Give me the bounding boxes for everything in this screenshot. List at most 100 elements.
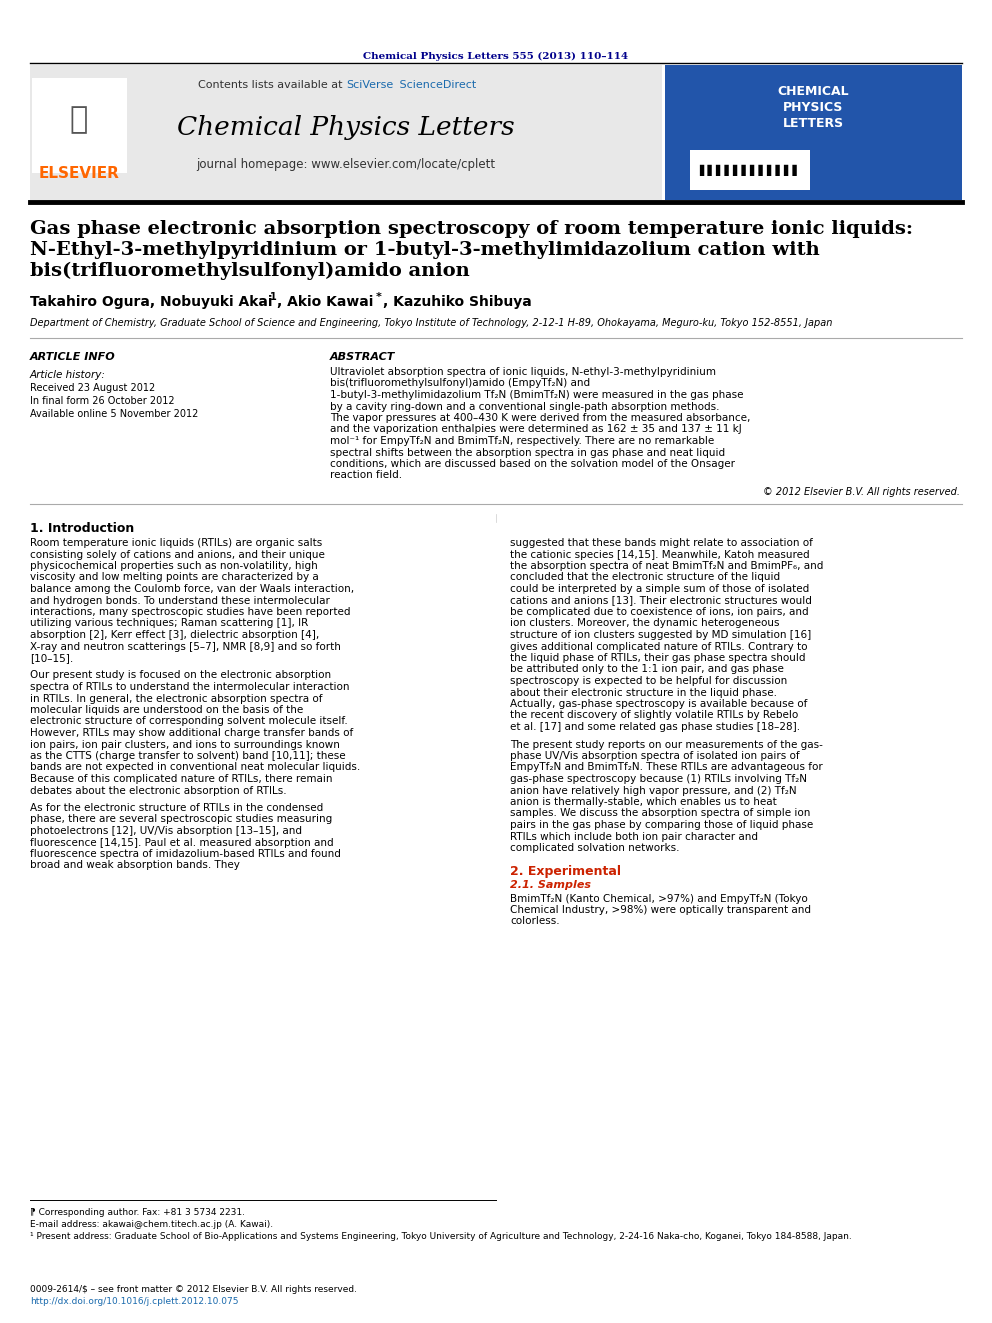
Text: electronic structure of corresponding solvent molecule itself.: electronic structure of corresponding so… [30,717,348,726]
Text: pairs in the gas phase by comparing those of liquid phase: pairs in the gas phase by comparing thos… [510,820,813,830]
Text: mol⁻¹ for EmpyTf₂N and BmimTf₂N, respectively. There are no remarkable: mol⁻¹ for EmpyTf₂N and BmimTf₂N, respect… [330,437,714,446]
Text: spectra of RTILs to understand the intermolecular interaction: spectra of RTILs to understand the inter… [30,681,349,692]
Text: Chemical Physics Letters: Chemical Physics Letters [178,115,515,140]
Text: N-Ethyl-3-methylpyridinium or 1-butyl-3-methylimidazolium cation with: N-Ethyl-3-methylpyridinium or 1-butyl-3-… [30,241,819,259]
Text: phase UV/Vis absorption spectra of isolated ion pairs of: phase UV/Vis absorption spectra of isola… [510,751,800,761]
Text: molecular liquids are understood on the basis of the: molecular liquids are understood on the … [30,705,304,714]
Text: utilizing various techniques; Raman scattering [1], IR: utilizing various techniques; Raman scat… [30,618,309,628]
Text: phase, there are several spectroscopic studies measuring: phase, there are several spectroscopic s… [30,815,332,824]
Text: journal homepage: www.elsevier.com/locate/cplett: journal homepage: www.elsevier.com/locat… [196,157,496,171]
Text: ScienceDirect: ScienceDirect [396,79,476,90]
Text: SciVerse: SciVerse [346,79,393,90]
Text: ABSTRACT: ABSTRACT [330,352,396,363]
Text: balance among the Coulomb force, van der Waals interaction,: balance among the Coulomb force, van der… [30,583,354,594]
Text: ¹ Present address: Graduate School of Bio-Applications and Systems Engineering, : ¹ Present address: Graduate School of Bi… [30,1232,852,1241]
Text: Room temperature ionic liquids (RTILs) are organic salts: Room temperature ionic liquids (RTILs) a… [30,538,322,548]
Text: and the vaporization enthalpies were determined as 162 ± 35 and 137 ± 11 kJ: and the vaporization enthalpies were det… [330,425,742,434]
Text: bis(trifluoromethylsulfonyl)amido (EmpyTf₂N) and: bis(trifluoromethylsulfonyl)amido (EmpyT… [330,378,590,389]
Text: Department of Chemistry, Graduate School of Science and Engineering, Tokyo Insti: Department of Chemistry, Graduate School… [30,318,832,328]
Text: Chemical Industry, >98%) were optically transparent and: Chemical Industry, >98%) were optically … [510,905,811,916]
Text: and hydrogen bonds. To understand these intermolecular: and hydrogen bonds. To understand these … [30,595,330,606]
Text: 1-butyl-3-methylimidazolium Tf₂N (BmimTf₂N) were measured in the gas phase: 1-butyl-3-methylimidazolium Tf₂N (BmimTf… [330,390,743,400]
Text: BmimTf₂N (Kanto Chemical, >97%) and EmpyTf₂N (Tokyo: BmimTf₂N (Kanto Chemical, >97%) and Empy… [510,893,807,904]
Text: 2.1. Samples: 2.1. Samples [510,881,591,890]
Text: conditions, which are discussed based on the solvation model of the Onsager: conditions, which are discussed based on… [330,459,735,468]
Text: ⁋ Corresponding author. Fax: +81 3 5734 2231.: ⁋ Corresponding author. Fax: +81 3 5734 … [30,1208,245,1217]
Text: Article history:: Article history: [30,370,106,380]
Text: the recent discovery of slightly volatile RTILs by Rebelo: the recent discovery of slightly volatil… [510,710,799,721]
Text: the liquid phase of RTILs, their gas phase spectra should: the liquid phase of RTILs, their gas pha… [510,654,806,663]
Text: However, RTILs may show additional charge transfer bands of: However, RTILs may show additional charg… [30,728,353,738]
Text: Ultraviolet absorption spectra of ionic liquids, N-ethyl-3-methylpyridinium: Ultraviolet absorption spectra of ionic … [330,366,716,377]
Text: structure of ion clusters suggested by MD simulation [16]: structure of ion clusters suggested by M… [510,630,811,640]
Text: Actually, gas-phase spectroscopy is available because of: Actually, gas-phase spectroscopy is avai… [510,699,807,709]
Text: photoelectrons [12], UV/Vis absorption [13–15], and: photoelectrons [12], UV/Vis absorption [… [30,826,302,836]
Text: EmpyTf₂N and BmimTf₂N. These RTILs are advantageous for: EmpyTf₂N and BmimTf₂N. These RTILs are a… [510,762,822,773]
Text: spectroscopy is expected to be helpful for discussion: spectroscopy is expected to be helpful f… [510,676,788,687]
Bar [690,149,810,191]
Text: Chemical Physics Letters 555 (2013) 110–114: Chemical Physics Letters 555 (2013) 110–… [363,52,629,61]
Text: the absorption spectra of neat BmimTf₂N and BmimPF₆, and: the absorption spectra of neat BmimTf₂N … [510,561,823,572]
Text: fluorescence [14,15]. Paul et al. measured absorption and: fluorescence [14,15]. Paul et al. measur… [30,837,333,848]
Text: bis(trifluoromethylsulfonyl)amido anion: bis(trifluoromethylsulfonyl)amido anion [30,262,470,280]
Text: ion pairs, ion pair clusters, and ions to surroundings known: ion pairs, ion pair clusters, and ions t… [30,740,340,750]
Text: Takahiro Ogura, Nobuyuki Akai: Takahiro Ogura, Nobuyuki Akai [30,295,273,310]
Text: as the CTTS (charge transfer to solvent) band [10,11]; these: as the CTTS (charge transfer to solvent)… [30,751,345,761]
Text: physicochemical properties such as non-volatility, high: physicochemical properties such as non-v… [30,561,317,572]
Text: Contents lists available at: Contents lists available at [198,79,346,90]
Text: 1. Introduction: 1. Introduction [30,523,134,534]
Bar [30,65,662,200]
Text: about their electronic structure in the liquid phase.: about their electronic structure in the … [510,688,777,697]
Text: by a cavity ring-down and a conventional single-path absorption methods.: by a cavity ring-down and a conventional… [330,401,719,411]
Text: Available online 5 November 2012: Available online 5 November 2012 [30,409,198,419]
Text: suggested that these bands might relate to association of: suggested that these bands might relate … [510,538,812,548]
Text: © 2012 Elsevier B.V. All rights reserved.: © 2012 Elsevier B.V. All rights reserved… [763,487,960,497]
Text: 0009-2614/$ – see front matter © 2012 Elsevier B.V. All rights reserved.: 0009-2614/$ – see front matter © 2012 El… [30,1285,357,1294]
Text: anion is thermally-stable, which enables us to heat: anion is thermally-stable, which enables… [510,796,777,807]
Text: consisting solely of cations and anions, and their unique: consisting solely of cations and anions,… [30,549,324,560]
Text: samples. We discuss the absorption spectra of simple ion: samples. We discuss the absorption spect… [510,808,810,819]
Text: absorption [2], Kerr effect [3], dielectric absorption [4],: absorption [2], Kerr effect [3], dielect… [30,630,319,640]
Text: be complicated due to coexistence of ions, ion pairs, and: be complicated due to coexistence of ion… [510,607,808,617]
Text: spectral shifts between the absorption spectra in gas phase and neat liquid: spectral shifts between the absorption s… [330,447,725,458]
Text: ARTICLE INFO: ARTICLE INFO [30,352,116,363]
Text: 1: 1 [270,292,277,302]
Text: colorless.: colorless. [510,917,559,926]
Text: Because of this complicated nature of RTILs, there remain: Because of this complicated nature of RT… [30,774,332,785]
Text: viscosity and low melting points are characterized by a: viscosity and low melting points are cha… [30,573,318,582]
Text: fluorescence spectra of imidazolium-based RTILs and found: fluorescence spectra of imidazolium-base… [30,849,341,859]
Text: http://dx.doi.org/10.1016/j.cplett.2012.10.075: http://dx.doi.org/10.1016/j.cplett.2012.… [30,1297,238,1306]
Text: RTILs which include both ion pair character and: RTILs which include both ion pair charac… [510,831,758,841]
Bar [32,78,127,173]
Text: [10–15].: [10–15]. [30,654,73,663]
Text: *: * [376,292,382,302]
Text: The present study reports on our measurements of the gas-: The present study reports on our measure… [510,740,823,750]
Bar [665,65,962,200]
Text: ion clusters. Moreover, the dynamic heterogeneous: ion clusters. Moreover, the dynamic hete… [510,618,780,628]
Text: In final form 26 October 2012: In final form 26 October 2012 [30,396,175,406]
Text: anion have relatively high vapor pressure, and (2) Tf₂N: anion have relatively high vapor pressur… [510,786,797,795]
Text: CHEMICAL
PHYSICS
LETTERS: CHEMICAL PHYSICS LETTERS [777,85,849,130]
Text: could be interpreted by a simple sum of those of isolated: could be interpreted by a simple sum of … [510,583,809,594]
Text: 2. Experimental: 2. Experimental [510,864,621,877]
Text: Our present study is focused on the electronic absorption: Our present study is focused on the elec… [30,671,331,680]
Text: Received 23 August 2012: Received 23 August 2012 [30,382,156,393]
Text: in RTILs. In general, the electronic absorption spectra of: in RTILs. In general, the electronic abs… [30,693,322,704]
Text: E-mail address: akawai@chem.titech.ac.jp (A. Kawai).: E-mail address: akawai@chem.titech.ac.jp… [30,1220,273,1229]
Text: bands are not expected in conventional neat molecular liquids.: bands are not expected in conventional n… [30,762,360,773]
Text: ELSEVIER: ELSEVIER [39,165,119,180]
Text: The vapor pressures at 400–430 K were derived from the measured absorbance,: The vapor pressures at 400–430 K were de… [330,413,750,423]
Text: complicated solvation networks.: complicated solvation networks. [510,843,680,853]
Text: debates about the electronic absorption of RTILs.: debates about the electronic absorption … [30,786,287,795]
Text: ▌▌▌▌▌▌▌▌▌▌▌▌: ▌▌▌▌▌▌▌▌▌▌▌▌ [699,164,801,176]
Text: X-ray and neutron scatterings [5–7], NMR [8,9] and so forth: X-ray and neutron scatterings [5–7], NMR… [30,642,341,651]
Text: concluded that the electronic structure of the liquid: concluded that the electronic structure … [510,573,780,582]
Text: et al. [17] and some related gas phase studies [18–28].: et al. [17] and some related gas phase s… [510,722,801,732]
Text: broad and weak absorption bands. They: broad and weak absorption bands. They [30,860,240,871]
Text: the cationic species [14,15]. Meanwhile, Katoh measured: the cationic species [14,15]. Meanwhile,… [510,549,809,560]
Text: As for the electronic structure of RTILs in the condensed: As for the electronic structure of RTILs… [30,803,323,814]
Text: interactions, many spectroscopic studies have been reported: interactions, many spectroscopic studies… [30,607,350,617]
Text: cations and anions [13]. Their electronic structures would: cations and anions [13]. Their electroni… [510,595,811,606]
Text: gives additional complicated nature of RTILs. Contrary to: gives additional complicated nature of R… [510,642,807,651]
Text: gas-phase spectroscopy because (1) RTILs involving Tf₂N: gas-phase spectroscopy because (1) RTILs… [510,774,807,785]
